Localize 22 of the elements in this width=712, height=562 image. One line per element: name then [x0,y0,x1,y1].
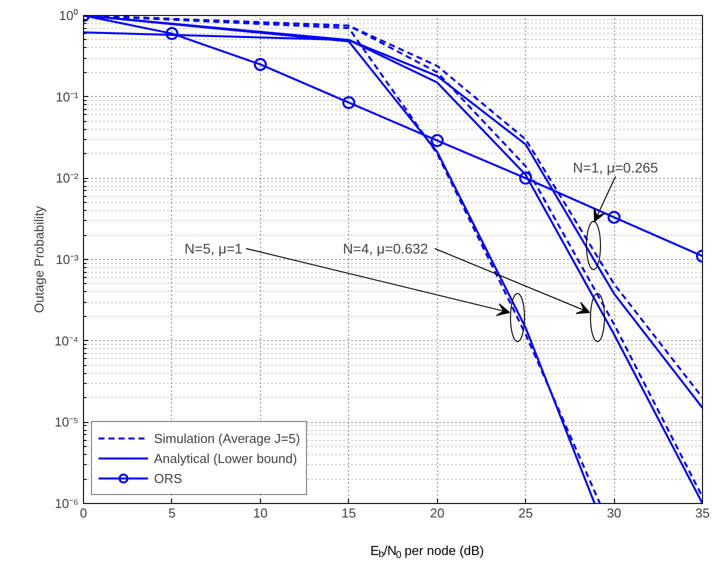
x-tick-label: 10 [253,506,268,520]
y-tick-label: 10⁻⁵ [54,414,79,430]
x-tick-label: 35 [695,506,710,520]
x-tick-label: 5 [168,506,176,520]
y-tick-label: 10⁻³ [56,252,80,267]
annotation: N=5, μ=1 [184,240,243,256]
x-tick-label: 30 [606,506,622,520]
y-tick-label: 10⁻¹ [56,89,80,104]
legend-label: Simulation (Average J=5) [154,430,300,446]
y-tick-label: 10⁻⁴ [54,333,78,348]
annotation: N=4, μ=0.632 [342,240,428,256]
legend-label: Analytical (Lower bound) [154,450,298,466]
x-tick-label: 20 [430,506,444,520]
y-axis-title: Outage Probability [31,206,46,313]
annotation: N=1, μ=0.265 [572,160,658,176]
y-tick-label: 10⁻² [56,170,80,186]
y-tick-label: 10⁻⁶ [54,496,78,511]
y-tick-label: 10⁰ [59,8,79,23]
x-tick-label: 0 [80,506,88,520]
x-tick-label: 25 [518,506,533,520]
legend-label: ORS [154,470,182,486]
x-tick-label: 15 [342,506,356,520]
